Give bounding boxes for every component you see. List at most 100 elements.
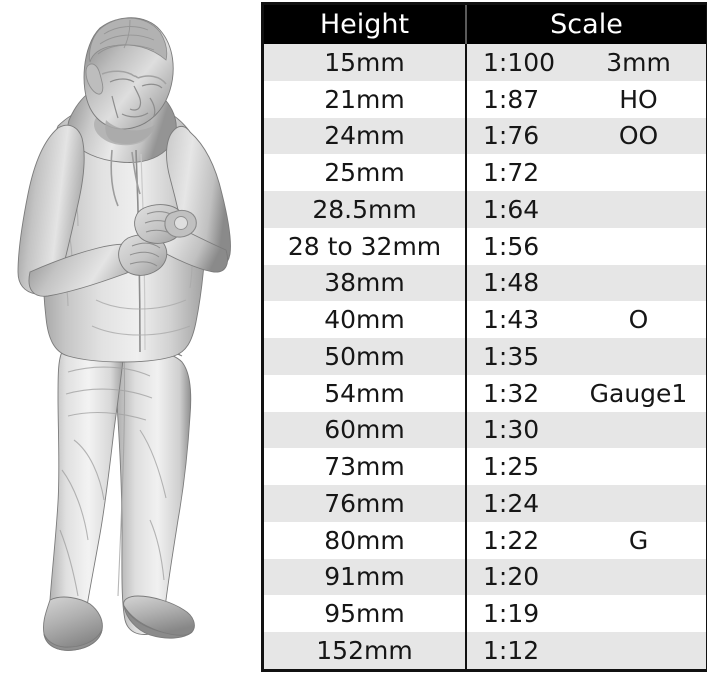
cell-height: 50mm (264, 338, 467, 375)
scale-ratio: 1:72 (483, 158, 540, 188)
table-body: 15mm 1:100 3mm 21mm 1:87 HO 24mm 1:76 OO 25mm 1:72… (264, 44, 706, 669)
table-row: 21mm 1:87 HO (264, 80, 706, 118)
cell-scale: 1:12 (466, 632, 706, 669)
scale-gauge-name: HO (619, 84, 658, 114)
scale-ratio: 1:25 (483, 452, 540, 482)
scale-cell-inner: 1:30 (467, 413, 706, 446)
face-features (109, 78, 163, 119)
scale-ratio: 1:22 (483, 525, 540, 555)
scale-ratio: 1:32 (483, 378, 540, 408)
scale-cell-inner: 1:25 (467, 450, 706, 483)
scale-ratio: 1:20 (483, 562, 540, 592)
scale-gauge-name: 3mm (606, 47, 671, 77)
scale-table-container: Height Scale 15mm 1:100 3mm 21mm 1:87 HO 24mm 1… (261, 2, 707, 672)
table-row: 25mm 1:72 (264, 154, 706, 191)
cell-height: 25mm (264, 154, 467, 191)
scanned-figure-image (0, 0, 258, 676)
table-row: 73mm 1:25 (264, 448, 706, 485)
hood-drawstring-right (131, 151, 141, 195)
cell-scale: 1:76 OO (466, 118, 706, 155)
cell-height: 28 to 32mm (264, 227, 467, 265)
hood-drawstring-left (110, 149, 119, 207)
scale-ratio: 1:43 (483, 305, 540, 335)
column-header-scale: Scale (550, 9, 623, 40)
table-row: 40mm 1:43 O (264, 301, 706, 338)
scale-ratio: 1:48 (483, 268, 540, 298)
cell-height: 38mm (264, 264, 467, 302)
table-row: 54mm 1:32 Gauge1 (264, 374, 706, 412)
scale-ratio: 1:30 (483, 415, 540, 445)
scale-cell-inner: 1:100 3mm (467, 46, 706, 79)
table-row: 15mm 1:100 3mm (264, 44, 706, 81)
cell-height: 54mm (264, 374, 467, 412)
scale-gauge-name: G (628, 525, 649, 555)
scale-ratio: 1:19 (483, 599, 540, 629)
shoe-right-sole (123, 605, 193, 639)
scale-ratio: 1:100 (483, 47, 556, 77)
figure-body-group (17, 17, 231, 651)
cell-scale: 1:22 G (466, 522, 706, 559)
cell-height: 24mm (264, 117, 467, 155)
cell-scale: 1:64 (466, 191, 706, 228)
scale-ratio: 1:87 (483, 84, 540, 114)
scale-cell-inner: 1:19 (467, 597, 706, 630)
cell-height: 80mm (264, 521, 467, 559)
cell-scale: 1:24 (466, 485, 706, 522)
scale-gauge-name: Gauge1 (589, 378, 688, 408)
cell-scale: 1:56 (466, 228, 706, 265)
table-row: 50mm 1:35 (264, 338, 706, 375)
hair (89, 17, 168, 63)
table-row: 80mm 1:22 G (264, 521, 706, 559)
scale-cell-inner: 1:20 (467, 560, 706, 593)
shoe-left-sole (43, 629, 103, 651)
cell-height: 76mm (264, 485, 467, 522)
cell-scale: 1:30 (466, 412, 706, 449)
cell-height: 60mm (264, 411, 467, 449)
table-header-row: Height Scale (264, 5, 706, 44)
scale-cell-inner: 1:72 (467, 156, 706, 189)
ear (85, 63, 104, 95)
scale-ratio: 1:56 (483, 231, 540, 261)
cell-height: 73mm (264, 448, 467, 485)
table-row: 60mm 1:30 (264, 411, 706, 449)
scale-cell-inner: 1:76 OO (467, 119, 706, 152)
scale-cell-inner: 1:24 (467, 487, 706, 520)
scale-ratio: 1:35 (483, 341, 540, 371)
neck-shadow (105, 120, 156, 144)
glasses (101, 70, 167, 85)
table-head: Height Scale (264, 5, 706, 44)
cell-height: 15mm (264, 44, 467, 81)
shoe-right (123, 595, 195, 637)
figure-panel: Grayscale 3D scanned model of a heavy-se… (0, 0, 258, 676)
column-header-height: Height (264, 5, 467, 44)
scale-cell-inner: 1:32 Gauge1 (467, 377, 706, 410)
cell-height: 28.5mm (264, 191, 467, 228)
scale-cell-inner: 1:64 (467, 193, 706, 226)
cell-scale: 1:25 (466, 448, 706, 485)
scale-cell-inner: 1:12 (467, 634, 706, 667)
table-row: 76mm 1:24 (264, 485, 706, 522)
cell-scale: 1:72 (466, 154, 706, 191)
scale-cell-inner: 1:43 O (467, 303, 706, 336)
scale-cell-inner: 1:48 (467, 266, 706, 299)
cell-height: 95mm (264, 595, 467, 632)
table-row: 28.5mm 1:64 (264, 191, 706, 228)
cell-scale: 1:19 (466, 595, 706, 632)
scale-gauge-name: O (628, 305, 649, 335)
cell-height: 91mm (264, 558, 467, 596)
scale-ratio: 1:24 (483, 488, 540, 518)
scale-ratio: 1:76 (483, 121, 540, 151)
cell-scale: 1:35 (466, 338, 706, 375)
cell-height: 152mm (264, 632, 467, 669)
hair-strand-lines (97, 19, 155, 55)
cell-height: 40mm (264, 301, 467, 338)
scale-cell-inner: 1:35 (467, 340, 706, 373)
cell-scale: 1:87 HO (466, 81, 706, 118)
table-row: 28 to 32mm 1:56 (264, 227, 706, 265)
cell-scale: 1:48 (466, 265, 706, 302)
scale-ratio: 1:12 (483, 636, 540, 665)
scale-ratio: 1:64 (483, 194, 540, 224)
cell-scale: 1:100 3mm (466, 44, 706, 81)
scale-gauge-name: OO (618, 121, 659, 151)
